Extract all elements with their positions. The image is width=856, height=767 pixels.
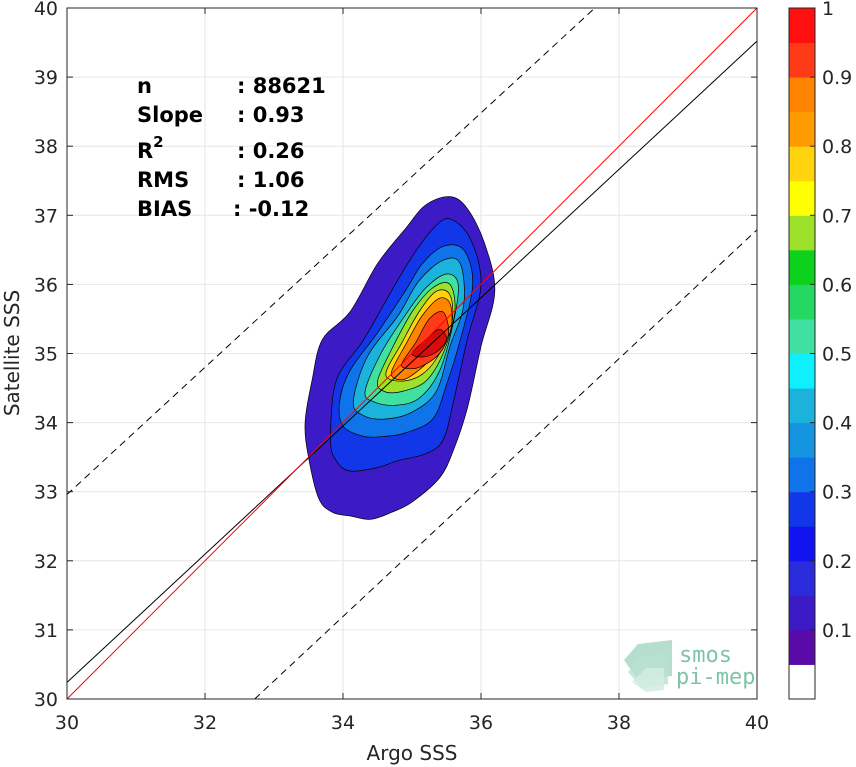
logo-text-smos: smos (679, 643, 732, 668)
y-tick-label: 31 (34, 620, 58, 642)
colorbar-tick-label: 1 (822, 0, 834, 20)
colorbar-tick-label: 0.4 (822, 413, 852, 435)
stat-r2-label-base: R (137, 139, 153, 163)
colorbar-band (789, 629, 815, 665)
colorbar-band (789, 249, 815, 285)
colorbar-tick-label: 0.8 (822, 136, 852, 158)
logo-waves-icon (624, 640, 672, 692)
y-tick-label: 39 (34, 67, 58, 89)
smos-pi-mep-logo: smos pi-mep (624, 640, 755, 692)
stat-r2-label-sup: 2 (153, 133, 163, 151)
colorbar-band (789, 664, 815, 700)
colorbar-band (789, 111, 815, 147)
colorbar-band (789, 180, 815, 216)
colorbar-band (789, 77, 815, 113)
stat-bias-label: BIAS (137, 197, 192, 221)
colorbar-band (789, 8, 815, 44)
y-axis-ticks: 30 31 32 33 34 35 36 37 38 39 40 (34, 0, 757, 711)
regression-line (66, 40, 758, 683)
colorbar-tick-label: 0.2 (822, 551, 852, 573)
colorbar-band (789, 457, 815, 493)
colorbar-tick-label: 0.5 (822, 344, 852, 366)
stat-bias-value: : -0.12 (233, 197, 309, 221)
colorbar-band (789, 526, 815, 562)
stat-slope-label: Slope (137, 103, 203, 127)
colorbar-tick-label: 0.3 (822, 482, 852, 504)
colorbar-band (789, 284, 815, 320)
stat-n-value: : 88621 (237, 74, 326, 98)
y-tick-label: 40 (34, 0, 58, 20)
density-contours (304, 196, 496, 520)
y-tick-label: 32 (34, 551, 58, 573)
colorbar-band (789, 595, 815, 631)
x-tick-label: 36 (469, 712, 493, 734)
y-tick-label: 38 (34, 136, 58, 158)
x-tick-label: 30 (55, 712, 79, 734)
colorbar (789, 8, 815, 700)
lower-dashed-line (254, 229, 758, 700)
colorbar-tick-label: 0.6 (822, 274, 852, 296)
y-tick-label: 34 (34, 413, 58, 435)
stat-rms-label: RMS (137, 168, 189, 192)
stat-rms-value: : 1.06 (237, 168, 305, 192)
x-tick-label: 32 (193, 712, 217, 734)
colorbar-band (789, 560, 815, 596)
colorbar-band (789, 318, 815, 354)
x-tick-label: 38 (607, 712, 631, 734)
colorbar-band (789, 422, 815, 458)
identity-line (66, 7, 758, 700)
y-tick-label: 33 (34, 482, 58, 504)
colorbar-band (789, 215, 815, 251)
statistics-panel: n : 88621 Slope : 0.93 R2 : 0.26 RMS : 1… (137, 74, 326, 221)
y-tick-label: 36 (34, 274, 58, 296)
colorbar-band (789, 42, 815, 78)
reference-lines (66, 7, 758, 700)
stat-slope-value: : 0.93 (237, 103, 305, 127)
colorbar-band (789, 353, 815, 389)
x-axis-ticks: 30 32 34 36 38 40 (55, 8, 769, 734)
logo-text-pimep: pi-mep (676, 665, 755, 690)
colorbar-band (789, 491, 815, 527)
colorbar-tick-label: 0.9 (822, 67, 852, 89)
stat-r2-label: R2 (137, 133, 164, 163)
x-tick-label: 40 (745, 712, 769, 734)
stat-r2-value: : 0.26 (237, 139, 305, 163)
y-tick-label: 37 (34, 205, 58, 227)
colorbar-band (789, 146, 815, 182)
y-tick-label: 30 (34, 689, 58, 711)
colorbar-tick-label: 0.1 (822, 620, 852, 642)
colorbar-tick-label: 0.7 (822, 205, 852, 227)
y-tick-label: 35 (34, 344, 58, 366)
colorbar-band (789, 388, 815, 424)
stat-n-label: n (137, 74, 152, 98)
x-axis-title: Argo SSS (367, 741, 458, 765)
y-axis-title: Satellite SSS (0, 290, 24, 416)
x-tick-label: 34 (331, 712, 355, 734)
colorbar-ticks: 0.1 0.2 0.3 0.4 0.5 0.6 0.7 0.8 0.9 1 (810, 0, 852, 642)
